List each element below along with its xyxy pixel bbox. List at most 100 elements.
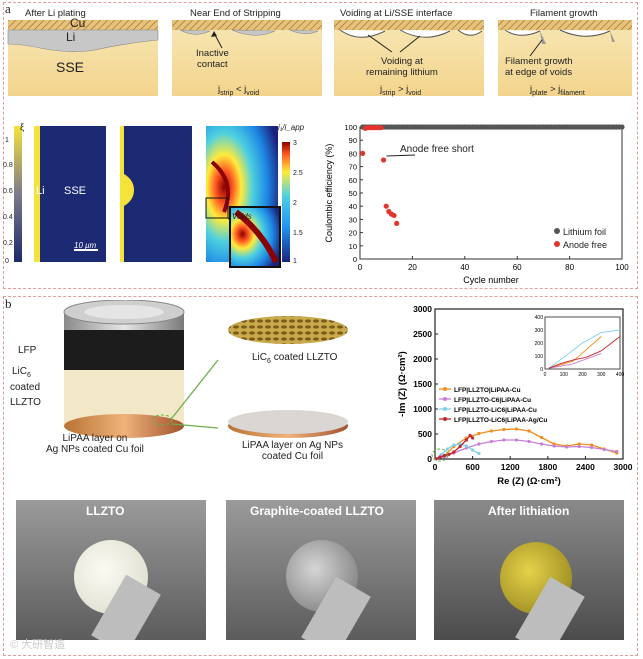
eis-series-point-0 bbox=[590, 443, 594, 447]
eis-inset-series-3 bbox=[548, 336, 621, 369]
sim-panel-2 bbox=[120, 126, 192, 262]
eis-series-point-3 bbox=[452, 450, 456, 454]
eis-series-point-2 bbox=[471, 448, 475, 452]
schematic-after-plating bbox=[7, 20, 159, 96]
ce-x-tick-label: 20 bbox=[408, 263, 417, 272]
eis-series-point-0 bbox=[514, 427, 519, 431]
panel-a bbox=[3, 2, 638, 289]
eis-series-point-1 bbox=[514, 438, 519, 442]
eis-series-point-0 bbox=[539, 435, 544, 440]
eis-series-point-1 bbox=[477, 442, 481, 446]
eis-legend-marker-1 bbox=[443, 397, 447, 401]
eis-zoom-circle bbox=[431, 448, 449, 462]
anode-free-point bbox=[391, 212, 397, 219]
anode-free-point bbox=[394, 220, 400, 226]
anode-free-point bbox=[360, 150, 366, 156]
eis-series-line-1 bbox=[436, 439, 617, 460]
layer-li-label: Li bbox=[66, 30, 76, 44]
xi-tick-0: 1 bbox=[5, 137, 9, 144]
ce-legend-marker-anode-free bbox=[554, 241, 560, 247]
eis-inset-y-tick-label: 300 bbox=[535, 328, 544, 334]
sim-panel-1 bbox=[34, 126, 106, 262]
eis-series-point-3 bbox=[438, 455, 442, 459]
eis-series-point-1 bbox=[502, 438, 506, 442]
stack-label-coated-3: LLZTO bbox=[10, 397, 41, 408]
eis-series-point-1 bbox=[577, 444, 581, 449]
eis-inset-x-tick-label: 300 bbox=[597, 372, 606, 378]
eis-y-tick-label: 3000 bbox=[413, 304, 432, 314]
stack-label-coated: LiC6 bbox=[12, 366, 31, 379]
eis-series-point-1 bbox=[552, 444, 556, 448]
ce-legend-lithium: Lithium foil bbox=[563, 227, 607, 237]
sim-sse-label: SSE bbox=[64, 185, 87, 197]
current-label: i₁/i_app bbox=[278, 123, 305, 132]
panel-b bbox=[3, 296, 638, 656]
eis-inset-y-tick-label: 400 bbox=[535, 315, 544, 321]
xi-tick-3: 0.4 bbox=[3, 214, 13, 221]
eis-series-point-1 bbox=[539, 442, 544, 446]
layer-sse-label: SSE bbox=[56, 59, 85, 75]
eis-series-point-2 bbox=[445, 447, 450, 451]
eis-series-point-1 bbox=[527, 439, 531, 444]
cell-stack-illustration bbox=[63, 300, 348, 438]
eis-inset-x-tick-label: 100 bbox=[560, 372, 569, 378]
sim-li-label: Li bbox=[36, 185, 45, 197]
eis-inset-y-tick-label: 0 bbox=[540, 367, 543, 373]
stack-label-bottom: LiPAA layer on Ag NPs coated Cu foil bbox=[46, 433, 144, 455]
eis-series-point-2 bbox=[452, 443, 456, 447]
eis-x-tick-label: 0 bbox=[433, 462, 438, 472]
current-tick-1: 2.5 bbox=[293, 170, 303, 177]
simulation-figure bbox=[14, 126, 290, 268]
eis-y-tick-label: 1500 bbox=[413, 379, 432, 389]
eis-legend-label-0: LFP|LLZTO|LiPAA-Cu bbox=[454, 387, 521, 394]
anode-free-point bbox=[378, 125, 384, 131]
eis-x-tick-label: 3000 bbox=[614, 462, 633, 472]
photo-lithiated bbox=[434, 500, 624, 640]
eis-inset-series-1 bbox=[548, 352, 602, 369]
eis-series-point-1 bbox=[565, 445, 569, 449]
eis-x-tick-label: 1800 bbox=[538, 462, 557, 472]
eis-series-point-1 bbox=[602, 447, 606, 452]
eis-series-point-0 bbox=[577, 442, 581, 446]
current-tick-3: 1.5 bbox=[293, 230, 303, 237]
voids-label: Voids bbox=[232, 212, 252, 221]
schematic-condition-2: jstrip < jvoid bbox=[218, 84, 260, 97]
coulombic-efficiency-chart: 0 20 40 60 80 100 0 10 20 30 40 50 60 70 80 90 100 Cycle … bbox=[324, 123, 629, 285]
schematic-voiding bbox=[334, 20, 484, 96]
eis-y-tick-label: 0 bbox=[427, 454, 432, 464]
photo-llzto-label: LLZTO bbox=[86, 504, 125, 518]
eis-inset-series-2 bbox=[548, 329, 621, 369]
eis-inset-y-tick-label: 100 bbox=[535, 354, 544, 360]
eis-legend-label-1: LFP|LLZTO-C6|LiPAA-Cu bbox=[454, 397, 531, 404]
stack-label-coated-2: coated bbox=[10, 382, 41, 393]
eis-legend-marker-3 bbox=[443, 417, 447, 421]
eis-x-tick-label: 2400 bbox=[576, 462, 595, 472]
anode-free-point bbox=[383, 203, 389, 209]
current-tick-4: 1 bbox=[293, 258, 297, 265]
ce-y-tick-label: 30 bbox=[349, 215, 357, 224]
schematic-title-1: After Li plating bbox=[25, 8, 86, 19]
eis-series-point-0 bbox=[527, 429, 531, 433]
ce-y-tick-label: 60 bbox=[349, 176, 357, 185]
eis-inset-x-tick-label: 200 bbox=[578, 372, 587, 378]
eis-legend-label-2: LFP|LLZTO-LiC6|LiPAA-Cu bbox=[454, 407, 537, 414]
ce-legend-anode-free: Anode free bbox=[563, 240, 608, 250]
photo-lithiated-label: After lithiation bbox=[488, 504, 570, 518]
scale-bar-label: 10 μm bbox=[74, 241, 97, 250]
ce-y-axis-label: Coulombic efficiency (%) bbox=[324, 144, 334, 243]
eis-y-axis-label: -Im (Z) (Ω·cm²) bbox=[397, 351, 408, 417]
eis-series-point-0 bbox=[489, 429, 493, 433]
ce-y-tick-label: 50 bbox=[349, 189, 357, 198]
eis-series-point-2 bbox=[464, 444, 468, 448]
eis-series-point-2 bbox=[477, 451, 481, 456]
schematic-title-3: Voiding at Li/SSE interface bbox=[340, 8, 453, 19]
eis-inset-series-0 bbox=[548, 336, 602, 369]
ce-y-tick-label: 10 bbox=[349, 242, 357, 251]
eis-series-point-3 bbox=[468, 433, 472, 438]
eis-legend-marker-0 bbox=[443, 387, 447, 391]
eis-inset-x-tick-label: 400 bbox=[616, 372, 625, 378]
voids-inset bbox=[229, 206, 281, 268]
photo-llzto bbox=[16, 500, 206, 640]
eis-series-point-0 bbox=[502, 427, 506, 432]
eis-x-tick-label: 600 bbox=[466, 462, 480, 472]
